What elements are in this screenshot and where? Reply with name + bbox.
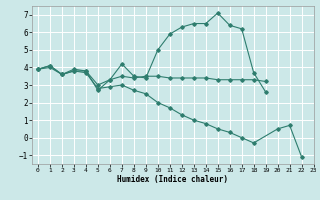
X-axis label: Humidex (Indice chaleur): Humidex (Indice chaleur) [117,175,228,184]
